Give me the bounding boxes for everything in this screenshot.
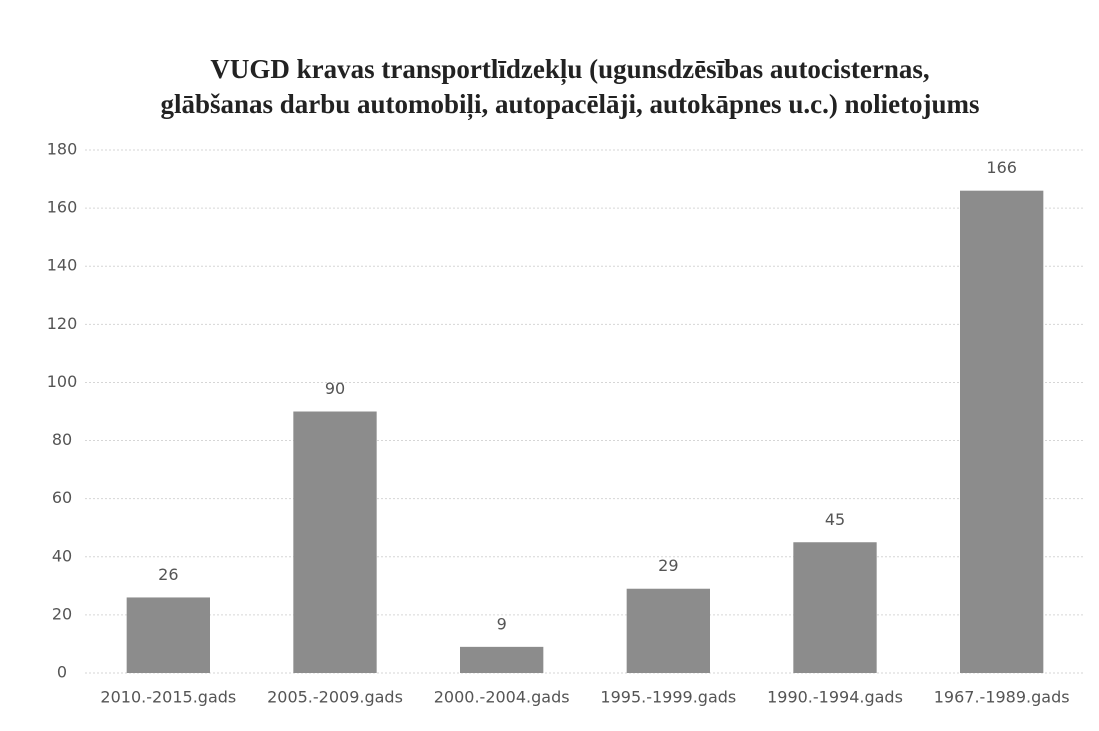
x-tick-label: 2000.-2004.gads <box>434 688 570 707</box>
y-tick-label: 40 <box>52 546 72 565</box>
y-tick-label: 20 <box>52 604 72 623</box>
bar <box>626 588 710 673</box>
x-tick-label: 1990.-1994.gads <box>767 688 903 707</box>
x-tick-label: 1967.-1989.gads <box>934 688 1070 707</box>
y-tick-label: 60 <box>52 488 72 507</box>
data-label: 9 <box>497 614 507 633</box>
bar <box>960 190 1044 673</box>
bar <box>793 542 877 673</box>
y-tick-label: 120 <box>47 314 78 333</box>
data-label: 29 <box>658 556 678 575</box>
y-tick-label: 160 <box>47 198 78 217</box>
data-label: 45 <box>825 510 845 529</box>
data-label: 26 <box>158 565 178 584</box>
y-tick-label: 140 <box>47 256 78 275</box>
bar <box>126 597 210 673</box>
x-tick-label: 1995.-1999.gads <box>600 688 736 707</box>
y-tick-label: 80 <box>52 430 72 449</box>
bar <box>460 646 544 673</box>
chart-title: glābšanas darbu automobiļi, autopacēlāji… <box>160 89 979 121</box>
chart-title: VUGD kravas transportlīdzekļu (ugunsdzēs… <box>210 54 929 86</box>
y-tick-label: 100 <box>47 372 78 391</box>
data-label: 90 <box>325 379 345 398</box>
bar <box>293 411 377 673</box>
y-tick-label: 0 <box>57 663 67 682</box>
data-label: 166 <box>986 158 1017 177</box>
x-tick-label: 2005.-2009.gads <box>267 688 403 707</box>
y-tick-label: 180 <box>47 140 78 159</box>
x-tick-label: 2010.-2015.gads <box>100 688 236 707</box>
